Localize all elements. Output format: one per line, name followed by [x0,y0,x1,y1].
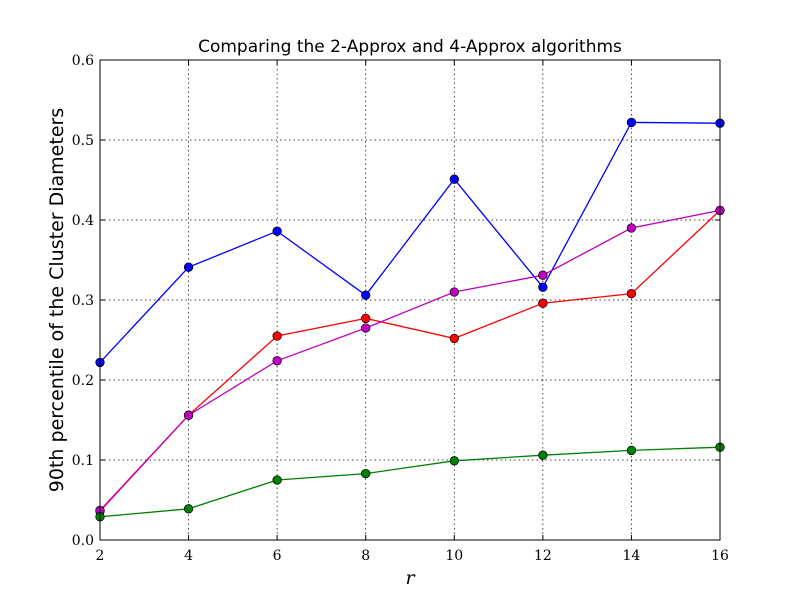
data-point [626,223,637,233]
chart-title: Comparing the 2-Approx and 4-Approx algo… [198,37,622,57]
data-point [272,475,282,485]
data-point [626,117,637,128]
data-point [449,287,459,297]
data-point [626,445,637,456]
x-tick-label: 4 [184,548,193,564]
data-point [361,290,371,300]
series-line [99,209,721,511]
x-tick-label: 10 [445,548,463,564]
data-point [361,313,371,324]
data-point [626,288,637,299]
y-tick-label: 0.6 [72,53,94,69]
y-tick-label: 0.0 [72,533,94,549]
y-tick-label: 0.5 [72,133,94,149]
data-point [449,333,459,344]
x-tick-label: 12 [534,548,552,564]
data-point [272,356,282,366]
data-point [449,174,459,184]
data-point [272,331,282,341]
x-tick-label: 2 [96,548,105,564]
series-1 [95,117,725,368]
data-point [183,262,194,272]
x-tick-label: 6 [273,548,282,564]
series-line [99,446,721,518]
series-line [99,121,721,363]
y-axis-label: 90th percentile of the Cluster Diameters [46,108,68,492]
x-axis-label: r [405,567,416,589]
data-point [183,410,194,420]
data-point [538,450,548,460]
y-tick-label: 0.2 [72,373,94,389]
x-tick-label: 8 [361,548,370,564]
data-point [272,226,282,236]
data-point [538,270,548,280]
x-tick-label: 14 [623,548,641,564]
data-point [449,456,459,466]
x-tick-label: 16 [711,548,729,564]
data-point [538,298,548,308]
data-point [538,282,548,292]
series-4 [95,442,725,522]
series-3 [95,205,725,516]
series-lines [95,117,725,522]
y-tick-label: 0.4 [72,213,94,229]
axis-ticks: 2 4 6 8 10 12 14 16 0.0 0.1 0.2 0.3 0.4 0.5 0.6 [72,53,729,564]
series-2 [95,205,725,516]
data-point [361,323,371,333]
y-tick-label: 0.1 [72,453,94,469]
data-point [361,468,371,479]
data-point [183,504,194,514]
series-line [99,209,721,512]
y-tick-label: 0.3 [72,293,94,309]
